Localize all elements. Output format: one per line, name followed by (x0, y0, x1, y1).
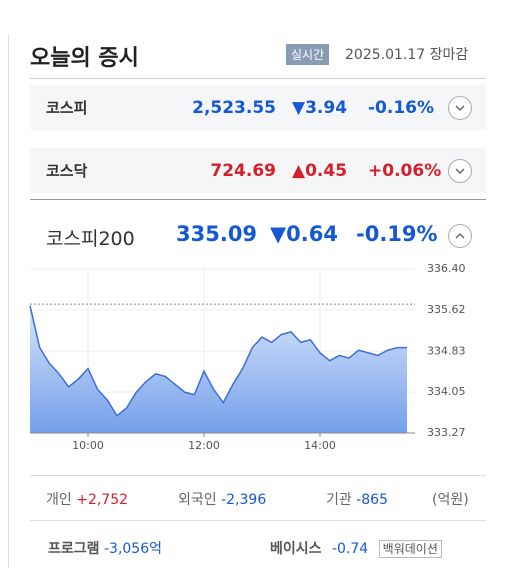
featured-value: 335.09 (176, 222, 258, 246)
basis-value: -0.74 (331, 541, 369, 557)
change-value: 0.64 (286, 222, 338, 246)
divider (30, 199, 486, 200)
index-rate: +0.06% (368, 160, 442, 181)
investor-value: -865 (356, 492, 388, 508)
index-row[interactable]: 코스피 2,523.55 ▼3.94 -0.16% (30, 85, 486, 130)
investor-value: -2,396 (221, 492, 267, 508)
investor: 기관 -865 (326, 489, 388, 509)
investor-value: +2,752 (76, 492, 129, 508)
basis-label: 베이시스 (270, 541, 322, 557)
arrow: ▲ (292, 160, 306, 181)
program-label: 프로그램 (48, 541, 100, 557)
y-tick-label: 336.40 (427, 262, 466, 275)
index-rate: -0.16% (368, 97, 435, 118)
investor-label: 개인 (46, 492, 72, 508)
y-tick-label: 334.83 (427, 344, 466, 357)
index-value: 2,523.55 (192, 97, 276, 118)
x-tick-label: 14:00 (304, 439, 336, 452)
featured-change: ▼0.64 (270, 222, 338, 246)
date-text: 2025.01.17 (345, 47, 426, 63)
program: 프로그램 -3,056억 (48, 538, 162, 558)
investor-box: 개인 +2,752 외국인 -2,396 기관 -865 (억원) (30, 475, 486, 521)
y-tick-label: 333.27 (427, 426, 466, 439)
featured-rate: -0.19% (356, 222, 438, 246)
index-value: 724.69 (210, 160, 276, 181)
index-name: 코스피 (46, 99, 88, 117)
basis: 베이시스 -0.74 백워데이션 (270, 538, 442, 558)
expand-button[interactable] (448, 95, 472, 120)
index-change: ▲0.45 (292, 161, 347, 181)
chart: 333.27 334.05 334.83 335.62 336.40 10:00 12:00… (29, 262, 466, 452)
investor-label: 기관 (326, 492, 352, 508)
arrow: ▼ (292, 97, 306, 118)
left-border (8, 35, 9, 568)
basis-status: 백워데이션 (378, 540, 442, 558)
badge: 실시간 (286, 44, 330, 65)
line (29, 305, 407, 417)
investor-label: 외국인 (178, 492, 217, 508)
index-row[interactable]: 코스닥 724.69 ▲0.45 +0.06% (30, 148, 486, 193)
y-tick-label: 335.62 (427, 303, 466, 316)
x-tick-label: 12:00 (188, 439, 220, 452)
expand-button[interactable] (448, 158, 472, 183)
change-value: 0.45 (305, 160, 348, 181)
program-value: -3,056억 (103, 541, 162, 557)
y-tick-label: 334.05 (427, 385, 466, 398)
featured-name: 코스피200 (46, 228, 135, 250)
investor: 외국인 -2,396 (178, 489, 266, 509)
index-name: 코스닥 (46, 162, 88, 180)
date: 2025.01.17 장마감 (345, 44, 468, 64)
investor: 개인 +2,752 (46, 489, 128, 509)
title: 오늘의 증시 (30, 46, 139, 71)
unit: (억원) (432, 492, 469, 508)
collapse-button[interactable] (448, 224, 472, 248)
index-change: ▼3.94 (292, 98, 347, 118)
x-tick-label: 10:00 (72, 439, 104, 452)
area (30, 305, 407, 433)
change-value: 3.94 (305, 97, 348, 118)
divider (30, 78, 486, 79)
status: 장마감 (429, 47, 469, 63)
arrow: ▼ (270, 222, 287, 246)
